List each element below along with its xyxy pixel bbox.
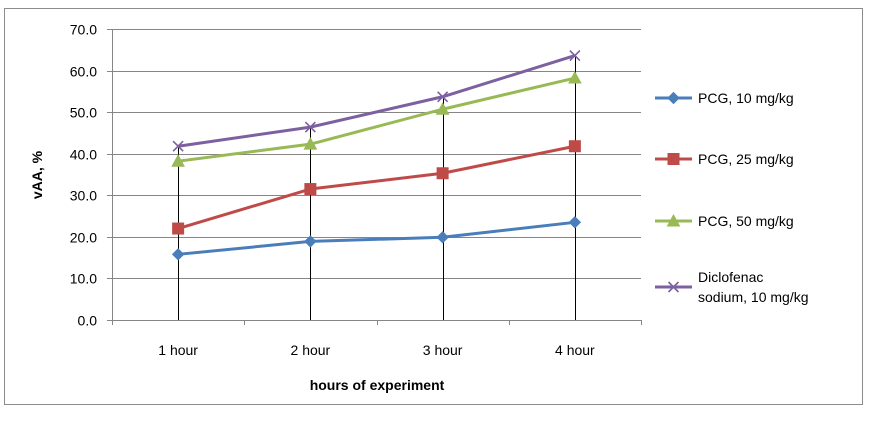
data-point-3-3 xyxy=(569,50,581,62)
series-line-0 xyxy=(177,220,576,256)
chart-border xyxy=(4,8,863,405)
legend-label-3-0: Diclofenac xyxy=(698,269,763,285)
x-tick-label-1: 2 hour xyxy=(291,342,331,358)
legend-label-3-1: sodium, 10 mg/kg xyxy=(698,289,809,305)
y-tick-label-2: 20.0 xyxy=(70,230,97,246)
y-tick-label-5: 50.0 xyxy=(70,105,97,121)
legend-label-2-0: PCG, 50 mg/kg xyxy=(698,213,794,229)
data-point-0-0 xyxy=(171,248,185,261)
legend-label-0-0: PCG, 10 mg/kg xyxy=(698,90,794,106)
y-tick-label-4: 40.0 xyxy=(70,147,97,163)
x-tick-label-3: 4 hour xyxy=(555,342,595,358)
x-axis-title: hours of experiment xyxy=(310,377,445,393)
data-point-1-3 xyxy=(568,140,581,153)
data-point-0-2 xyxy=(436,231,449,244)
data-point-2-0 xyxy=(171,154,185,167)
series-line-2 xyxy=(177,76,576,163)
x-tick-label-0: 1 hour xyxy=(158,342,198,358)
data-point-3-0 xyxy=(172,140,184,152)
legend-swatch-marker-0 xyxy=(667,91,680,105)
y-tick-label-1: 10.0 xyxy=(70,271,97,287)
series-line-3 xyxy=(177,54,576,148)
x-tick-label-2: 3 hour xyxy=(423,342,463,358)
data-point-3-1 xyxy=(304,121,316,133)
data-point-0-1 xyxy=(304,235,317,248)
series-line-1 xyxy=(177,144,576,230)
legend-label-1-0: PCG, 25 mg/kg xyxy=(698,151,794,167)
legend-swatch-marker-3 xyxy=(667,281,680,293)
data-point-1-1 xyxy=(304,183,317,196)
legend-swatch-marker-1 xyxy=(667,153,680,165)
data-point-2-1 xyxy=(303,137,318,150)
y-tick-label-3: 30.0 xyxy=(70,188,97,204)
data-point-3-2 xyxy=(437,91,449,103)
data-point-1-2 xyxy=(436,167,449,180)
y-tick-label-6: 60.0 xyxy=(70,64,97,80)
data-point-2-3 xyxy=(568,71,582,84)
data-point-0-3 xyxy=(568,216,582,229)
y-tick-label-0: 0.0 xyxy=(78,313,98,329)
data-point-1-0 xyxy=(172,222,185,235)
y-tick-label-7: 70.0 xyxy=(70,22,97,38)
data-point-2-2 xyxy=(435,102,450,115)
y-axis-title: vAA, % xyxy=(29,150,45,199)
legend-swatch-marker-2 xyxy=(666,213,681,227)
